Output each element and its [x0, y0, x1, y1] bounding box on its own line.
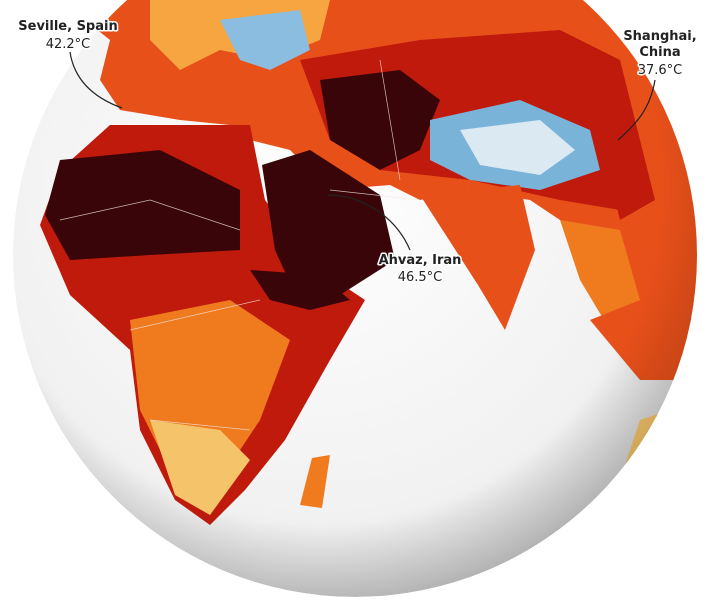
place-label: Seville, Spain [18, 19, 117, 34]
place-label: Ahvaz, Iran [379, 253, 462, 268]
leader-line [617, 79, 656, 141]
temperature-label: 37.6°C [638, 63, 683, 78]
leader-line [69, 51, 123, 109]
globe [13, 0, 697, 597]
temperature-label: 42.2°C [46, 37, 91, 52]
place-label: China [639, 45, 680, 60]
temperature-label: 46.5°C [398, 270, 443, 285]
place-label: Shanghai, [623, 29, 696, 44]
leader-line [327, 194, 411, 251]
